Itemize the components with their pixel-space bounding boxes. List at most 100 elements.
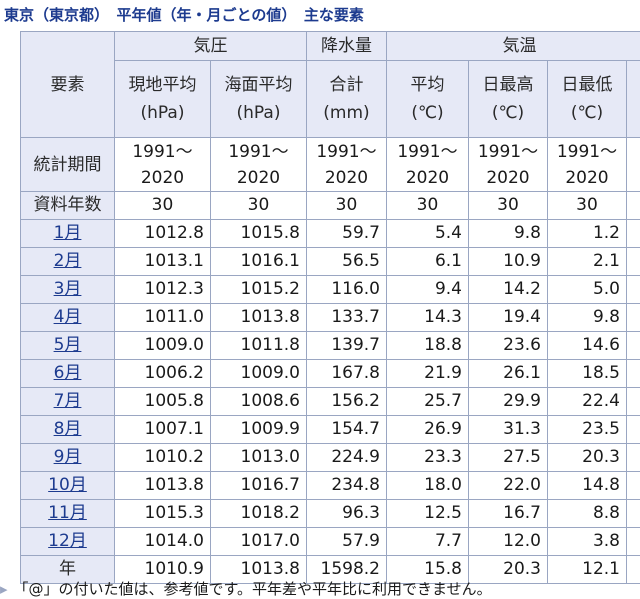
value-cell: 16.7 bbox=[468, 499, 548, 528]
years-cell: 30 bbox=[114, 191, 211, 220]
value-cell: 1013.1 bbox=[114, 247, 211, 276]
month-link[interactable]: 7月 bbox=[53, 391, 82, 411]
month-row: 1月 1012.8 1015.8 59.7 5.4 9.8 1.2 bbox=[20, 219, 640, 248]
month-label: 9月 bbox=[20, 443, 115, 472]
temperature-group-header: 気温 bbox=[386, 31, 640, 61]
month-label: 2月 bbox=[20, 247, 115, 276]
value-cell: 8.8 bbox=[547, 499, 627, 528]
value-cell: 12.0 bbox=[468, 527, 548, 556]
value-cell: 57.9 bbox=[306, 527, 387, 556]
month-row: 4月 1011.0 1013.8 133.7 14.3 19.4 9.8 bbox=[20, 303, 640, 332]
month-label: 5月 bbox=[20, 331, 115, 360]
annual-cell: 12.1 bbox=[547, 555, 627, 584]
precipitation-group-header: 降水量 bbox=[306, 31, 387, 61]
value-cell: 156.2 bbox=[306, 387, 387, 416]
value-cell: 1.2 bbox=[547, 219, 627, 248]
value-cell: 25.7 bbox=[386, 387, 469, 416]
value-cell: 56.5 bbox=[306, 247, 387, 276]
value-cell: 1013.0 bbox=[210, 443, 307, 472]
month-link[interactable]: 2月 bbox=[53, 251, 82, 271]
value-cell-overflow bbox=[626, 247, 640, 276]
value-cell: 14.8 bbox=[547, 471, 627, 500]
sub-header: 海面平均 (hPa) bbox=[210, 60, 307, 138]
value-cell: 20.3 bbox=[547, 443, 627, 472]
value-cell: 1007.1 bbox=[114, 415, 211, 444]
annual-label: 年 bbox=[20, 555, 115, 584]
month-row: 2月 1013.1 1016.1 56.5 6.1 10.9 2.1 bbox=[20, 247, 640, 276]
value-cell: 19.4 bbox=[468, 303, 548, 332]
value-cell-overflow bbox=[626, 415, 640, 444]
period-cell: 1991～ 2020 bbox=[547, 137, 627, 192]
value-cell: 234.8 bbox=[306, 471, 387, 500]
month-row: 6月 1006.2 1009.0 167.8 21.9 26.1 18.5 bbox=[20, 359, 640, 388]
value-cell: 18.5 bbox=[547, 359, 627, 388]
sub-header-row: 現地平均 (hPa) 海面平均 (hPa) 合計 (mm) 平均 (℃) 日最高 (℃) … bbox=[21, 60, 640, 138]
value-cell: 6.1 bbox=[386, 247, 469, 276]
value-cell: 1018.2 bbox=[210, 499, 307, 528]
value-cell: 1016.1 bbox=[210, 247, 307, 276]
month-link[interactable]: 11月 bbox=[48, 503, 87, 523]
value-cell-overflow bbox=[626, 331, 640, 360]
value-cell: 1013.8 bbox=[114, 471, 211, 500]
footnote-text: 「@」の付いた値は、参考値です。平年差や平年比に利用できません。 bbox=[13, 580, 492, 598]
value-cell: 1011.8 bbox=[210, 331, 307, 360]
value-cell: 31.3 bbox=[468, 415, 548, 444]
annual-cell: 1598.2 bbox=[306, 555, 387, 584]
period-cell: 1991～ 2020 bbox=[306, 137, 387, 192]
value-cell: 5.4 bbox=[386, 219, 469, 248]
value-cell: 1013.8 bbox=[210, 303, 307, 332]
years-cell-overflow bbox=[626, 191, 640, 220]
value-cell: 1008.6 bbox=[210, 387, 307, 416]
value-cell: 133.7 bbox=[306, 303, 387, 332]
annual-cell-overflow bbox=[626, 555, 640, 584]
years-cell: 30 bbox=[547, 191, 627, 220]
value-cell: 1006.2 bbox=[114, 359, 211, 388]
footnote: ▸ 「@」の付いた値は、参考値です。平年差や平年比に利用できません。 bbox=[0, 580, 492, 599]
period-cell: 1991～ 2020 bbox=[210, 137, 307, 192]
month-link[interactable]: 10月 bbox=[48, 475, 87, 495]
value-cell: 1009.0 bbox=[210, 359, 307, 388]
value-cell: 14.2 bbox=[468, 275, 548, 304]
triangle-marker-icon: ▸ bbox=[0, 580, 8, 598]
value-cell: 1009.9 bbox=[210, 415, 307, 444]
years-label: 資料年数 bbox=[20, 191, 115, 220]
month-link[interactable]: 12月 bbox=[48, 531, 87, 551]
value-cell-overflow bbox=[626, 275, 640, 304]
value-cell-overflow bbox=[626, 527, 640, 556]
value-cell: 1014.0 bbox=[114, 527, 211, 556]
value-cell: 3.8 bbox=[547, 527, 627, 556]
sub-header: 平均 (℃) bbox=[386, 60, 469, 138]
month-link[interactable]: 8月 bbox=[53, 419, 82, 439]
value-cell: 1012.3 bbox=[114, 275, 211, 304]
value-cell-overflow bbox=[626, 499, 640, 528]
value-cell: 29.9 bbox=[468, 387, 548, 416]
month-row: 11月 1015.3 1018.2 96.3 12.5 16.7 8.8 bbox=[20, 499, 640, 528]
value-cell: 2.1 bbox=[547, 247, 627, 276]
value-cell: 21.9 bbox=[386, 359, 469, 388]
annual-row: 年 1010.9 1013.8 1598.2 15.8 20.3 12.1 bbox=[20, 555, 640, 584]
years-cell: 30 bbox=[386, 191, 469, 220]
month-label: 7月 bbox=[20, 387, 115, 416]
month-link[interactable]: 6月 bbox=[53, 363, 82, 383]
value-cell: 27.5 bbox=[468, 443, 548, 472]
element-header: 要素 bbox=[20, 31, 115, 138]
value-cell: 12.5 bbox=[386, 499, 469, 528]
value-cell: 26.9 bbox=[386, 415, 469, 444]
month-row: 12月 1014.0 1017.0 57.9 7.7 12.0 3.8 bbox=[20, 527, 640, 556]
month-label: 3月 bbox=[20, 275, 115, 304]
value-cell: 1015.2 bbox=[210, 275, 307, 304]
value-cell-overflow bbox=[626, 387, 640, 416]
month-link[interactable]: 5月 bbox=[53, 335, 82, 355]
month-link[interactable]: 3月 bbox=[53, 279, 82, 299]
month-link[interactable]: 1月 bbox=[53, 223, 82, 243]
value-cell: 14.6 bbox=[547, 331, 627, 360]
annual-cell: 15.8 bbox=[386, 555, 469, 584]
month-label: 1月 bbox=[20, 219, 115, 248]
month-link[interactable]: 4月 bbox=[53, 307, 82, 327]
years-cell: 30 bbox=[210, 191, 307, 220]
page-title: 東京（東京都） 平年値（年・月ごとの値） 主な要素 bbox=[4, 6, 364, 24]
period-cell: 1991～ 2020 bbox=[114, 137, 211, 192]
month-link[interactable]: 9月 bbox=[53, 447, 82, 467]
month-row: 5月 1009.0 1011.8 139.7 18.8 23.6 14.6 bbox=[20, 331, 640, 360]
sub-header-overflow bbox=[626, 60, 640, 138]
